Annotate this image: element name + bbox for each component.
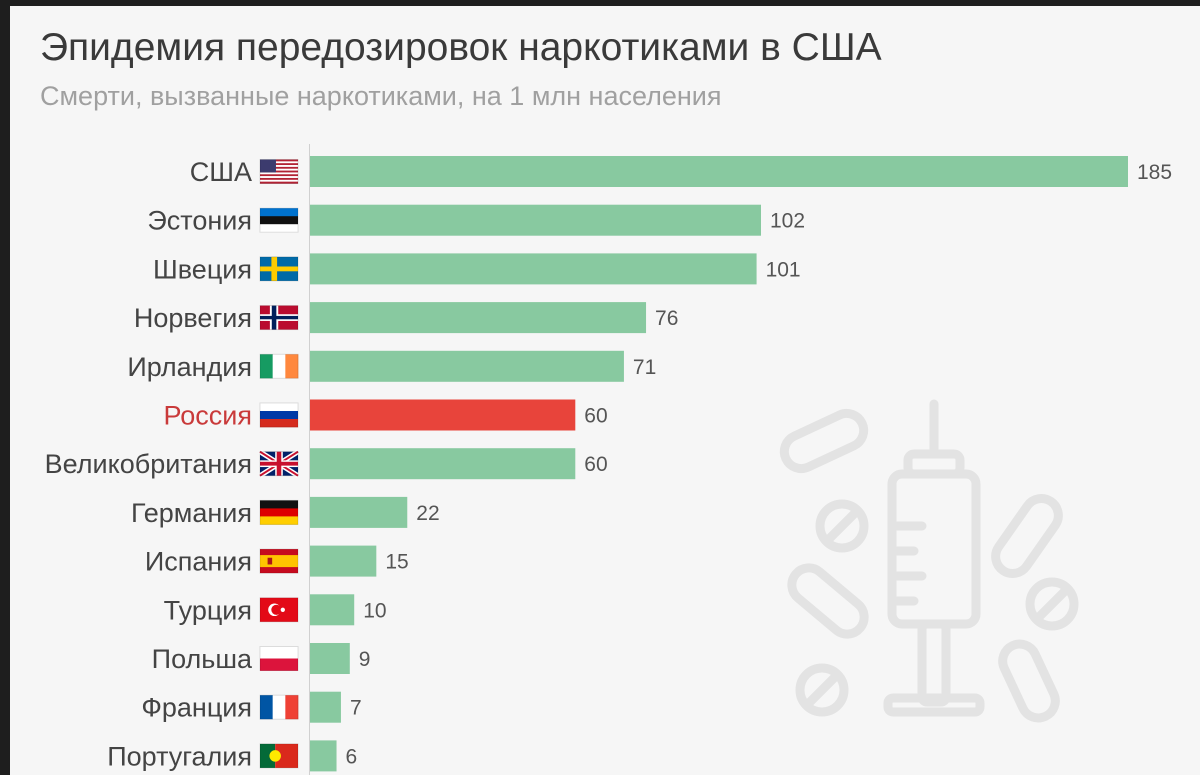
category-label: Великобритания bbox=[45, 449, 252, 479]
pl-flag-icon bbox=[259, 646, 299, 671]
value-label: 60 bbox=[584, 405, 607, 428]
value-label: 60 bbox=[584, 453, 607, 476]
bar bbox=[310, 350, 624, 382]
bar bbox=[310, 204, 762, 236]
value-label: 9 bbox=[359, 648, 371, 671]
us-flag-icon bbox=[259, 159, 299, 184]
bar bbox=[310, 302, 647, 334]
value-label: 185 bbox=[1137, 161, 1172, 184]
value-label: 101 bbox=[766, 258, 801, 281]
syringe-pills-watermark-icon bbox=[779, 399, 1079, 723]
bar bbox=[310, 740, 337, 772]
se-flag-icon bbox=[259, 256, 299, 282]
gb-flag-icon bbox=[258, 449, 300, 478]
category-label: Испания bbox=[145, 547, 252, 577]
bar bbox=[310, 594, 355, 626]
pt-flag-icon bbox=[259, 743, 299, 769]
category-label: Португалия bbox=[107, 741, 252, 771]
chart-title: Эпидемия передозировок наркотиками в США bbox=[40, 26, 882, 69]
bar bbox=[310, 496, 408, 528]
bar bbox=[310, 156, 1128, 187]
tr-flag-icon bbox=[259, 597, 299, 623]
category-label: Франция bbox=[141, 693, 252, 723]
bar bbox=[310, 691, 341, 723]
category-label: Россия bbox=[163, 401, 252, 431]
value-label: 76 bbox=[655, 307, 678, 330]
value-label: 102 bbox=[770, 210, 805, 233]
value-label: 7 bbox=[350, 697, 362, 720]
fr-flag-icon bbox=[259, 694, 299, 720]
category-label: Ирландия bbox=[127, 352, 252, 382]
category-label: Германия bbox=[131, 498, 252, 528]
bar bbox=[310, 253, 757, 285]
bar bbox=[310, 545, 377, 577]
value-label: 71 bbox=[633, 356, 656, 379]
no-flag-icon bbox=[259, 305, 299, 331]
ie-flag-icon bbox=[259, 353, 299, 379]
chart-subtitle: Смерти, вызванные наркотиками, на 1 млн … bbox=[40, 81, 722, 111]
value-label: 15 bbox=[385, 551, 408, 574]
category-label: Швеция bbox=[153, 254, 252, 284]
chart-card: Эпидемия передозировок наркотиками в США… bbox=[10, 6, 1200, 775]
category-label: Польша bbox=[152, 644, 253, 674]
ru-flag-icon bbox=[259, 402, 299, 428]
category-label: Турция bbox=[164, 595, 252, 625]
bar bbox=[310, 448, 576, 480]
category-label: Эстония bbox=[147, 206, 252, 236]
es-flag-icon bbox=[259, 548, 299, 574]
category-label: Норвегия bbox=[134, 303, 252, 333]
de-flag-icon bbox=[259, 499, 299, 525]
category-label: США bbox=[190, 157, 252, 187]
bar-highlighted bbox=[310, 399, 576, 431]
value-label: 10 bbox=[363, 599, 386, 622]
ee-flag-icon bbox=[259, 207, 299, 233]
value-label: 22 bbox=[416, 502, 439, 525]
value-label: 6 bbox=[346, 745, 358, 768]
bar bbox=[310, 643, 350, 674]
